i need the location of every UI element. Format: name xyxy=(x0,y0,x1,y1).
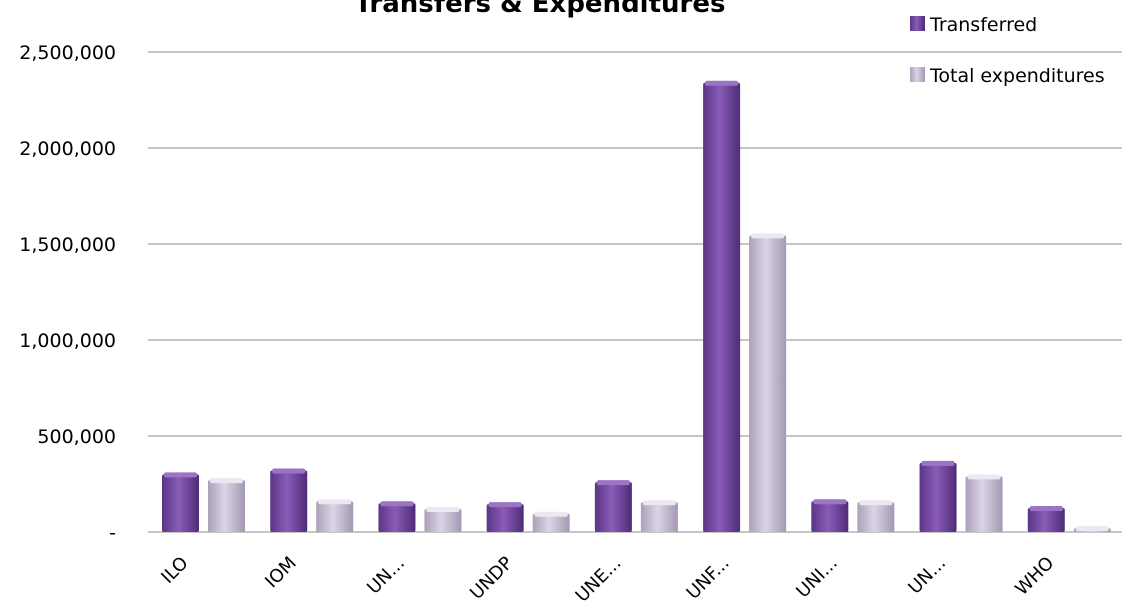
bar-transferred xyxy=(919,460,957,532)
bar-top-highlight xyxy=(380,501,414,507)
x-tick-label: WHO xyxy=(1011,553,1058,600)
y-tick-label: 1,000,000 xyxy=(19,330,116,352)
x-axis-labels: ILO IOM UN... UNDP UNE... UNF... UNI... UN... WH… xyxy=(157,553,1058,607)
bar-top-highlight xyxy=(1029,506,1063,511)
bar-body xyxy=(749,235,787,533)
bar-total-expenditures xyxy=(749,233,787,533)
legend: Transferred Total expenditures xyxy=(910,14,1105,87)
bar-body xyxy=(316,501,354,532)
bar-top-highlight xyxy=(642,500,676,506)
bar-body xyxy=(270,470,308,532)
bar-body xyxy=(965,476,1003,532)
bar-body xyxy=(378,503,416,532)
bar-top-highlight xyxy=(967,474,1001,480)
y-axis-ticks: - 500,000 1,000,000 1,500,000 2,000,000 2,500… xyxy=(19,42,116,544)
bar-top-highlight xyxy=(859,500,893,506)
bar-body xyxy=(811,501,849,532)
x-tick-label: ILO xyxy=(157,553,192,588)
legend-label-total-expenditures: Total expenditures xyxy=(929,65,1105,87)
chart-title: Transfers & Expenditures xyxy=(355,0,726,19)
bar-top-highlight xyxy=(488,502,522,508)
bar-top-highlight xyxy=(813,499,847,505)
bar-body xyxy=(424,508,462,532)
x-tick-label: UN... xyxy=(904,553,950,599)
bar-body xyxy=(208,480,245,532)
bar-top-highlight xyxy=(426,506,460,512)
bar-top-highlight xyxy=(751,233,785,239)
bar-top-highlight xyxy=(272,468,306,474)
bar-top-highlight xyxy=(210,478,243,484)
y-tick-label: 1,500,000 xyxy=(19,234,116,256)
bar-transferred xyxy=(162,472,199,532)
bar-transferred xyxy=(378,501,416,532)
bar-body xyxy=(162,474,199,532)
bar-top-highlight xyxy=(596,480,630,486)
legend-swatch-total-expenditures xyxy=(910,67,925,82)
bar-body xyxy=(594,482,632,532)
x-tick-label: UNI... xyxy=(792,553,842,603)
bar-body xyxy=(532,513,570,532)
y-tick-label: - xyxy=(109,522,116,544)
bar-total-expenditures xyxy=(532,511,570,532)
x-tick-label: UNE... xyxy=(572,553,626,607)
bar-body xyxy=(919,462,957,532)
y-tick-label: 500,000 xyxy=(37,426,116,448)
legend-swatch-transferred xyxy=(910,16,925,31)
bar-body xyxy=(486,504,524,532)
bar-total-expenditures xyxy=(965,474,1003,532)
x-tick-label: IOM xyxy=(261,553,301,593)
bar-body xyxy=(857,502,895,532)
bar-top-highlight xyxy=(1075,526,1109,532)
bar-total-expenditures xyxy=(424,506,462,532)
bar-body xyxy=(703,82,741,532)
bar-top-highlight xyxy=(921,460,955,466)
bar-body xyxy=(640,502,678,532)
x-tick-label: UNDP xyxy=(466,553,517,604)
bar-transferred xyxy=(811,499,849,532)
bar-total-expenditures xyxy=(1073,526,1111,532)
bar-transferred xyxy=(270,468,308,532)
y-tick-label: 2,000,000 xyxy=(19,138,116,160)
bar-total-expenditures xyxy=(208,478,245,532)
bar-top-highlight xyxy=(534,511,568,517)
legend-label-transferred: Transferred xyxy=(929,14,1037,36)
bar-transferred xyxy=(703,80,741,532)
gridlines xyxy=(148,51,1122,533)
bar-transferred xyxy=(486,502,524,532)
bar-total-expenditures xyxy=(640,500,678,532)
bars xyxy=(162,80,1111,533)
y-tick-label: 2,500,000 xyxy=(19,42,116,64)
x-tick-label: UNF... xyxy=(683,553,734,604)
bar-top-highlight xyxy=(318,499,352,505)
bar-top-highlight xyxy=(705,80,739,86)
bar-transferred xyxy=(594,480,632,532)
bar-total-expenditures xyxy=(316,499,354,532)
bar-body xyxy=(1027,508,1065,532)
bar-total-expenditures xyxy=(857,500,895,532)
bar-top-highlight xyxy=(164,472,197,478)
x-tick-label: UN... xyxy=(363,553,409,599)
bar-transferred xyxy=(1027,506,1065,532)
